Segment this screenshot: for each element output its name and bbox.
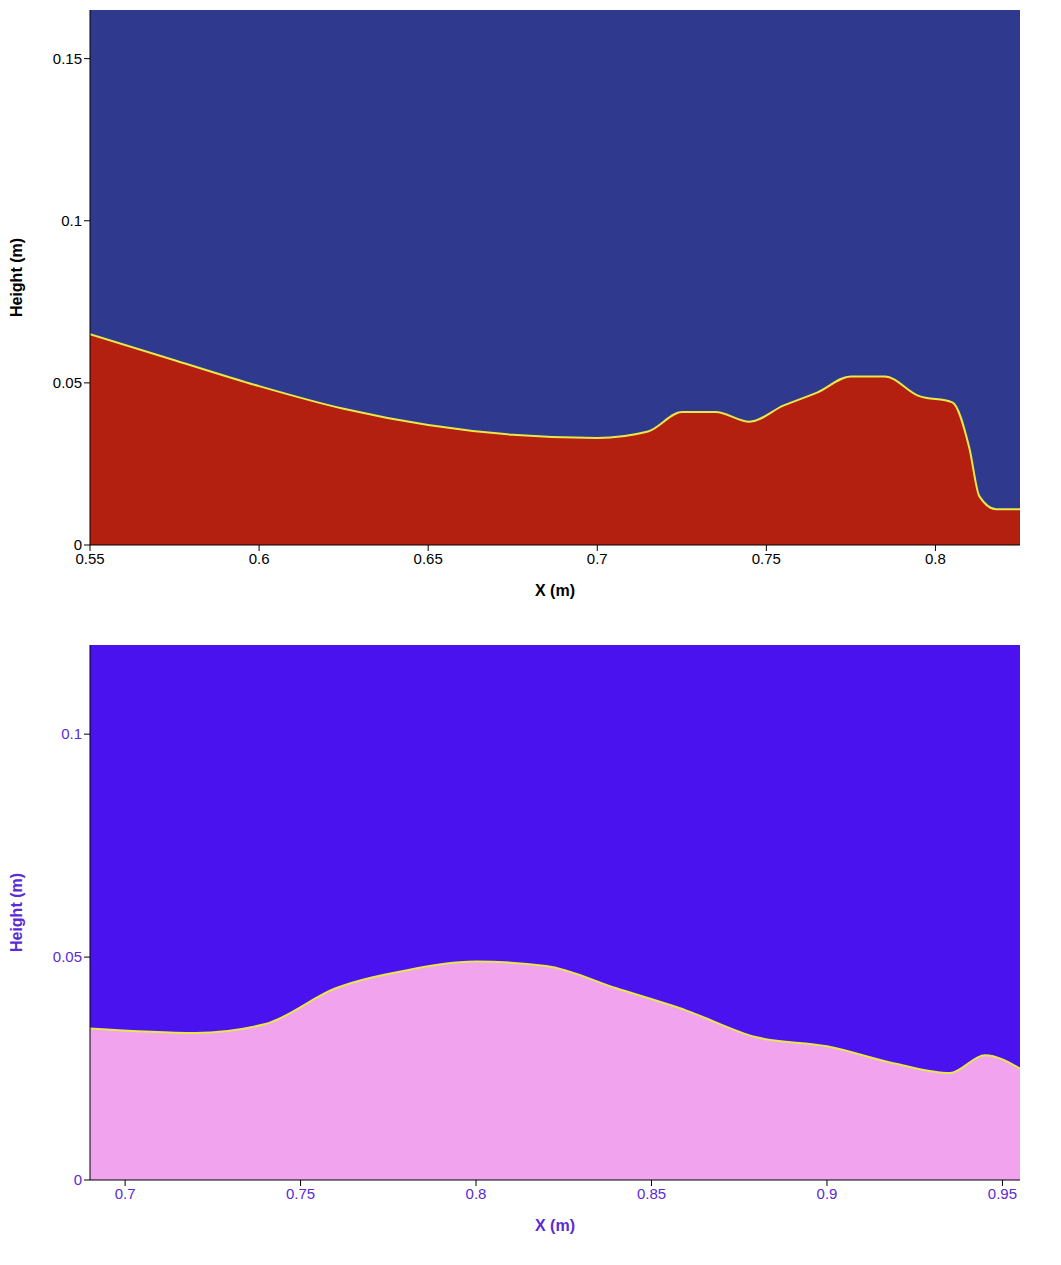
svg-text:0.85: 0.85 bbox=[637, 1185, 666, 1202]
svg-text:0.8: 0.8 bbox=[925, 550, 946, 567]
svg-text:0.6: 0.6 bbox=[249, 550, 270, 567]
svg-text:Height (m): Height (m) bbox=[8, 873, 25, 952]
svg-text:Height (m): Height (m) bbox=[8, 238, 25, 317]
svg-text:0.95: 0.95 bbox=[988, 1185, 1017, 1202]
svg-text:0.7: 0.7 bbox=[115, 1185, 136, 1202]
svg-text:0.75: 0.75 bbox=[286, 1185, 315, 1202]
svg-text:0: 0 bbox=[74, 1171, 82, 1188]
svg-text:X (m): X (m) bbox=[535, 1217, 575, 1234]
svg-text:0.55: 0.55 bbox=[75, 549, 105, 567]
svg-text:0.1: 0.1 bbox=[61, 725, 82, 742]
svg-text:0.65: 0.65 bbox=[414, 550, 443, 567]
svg-text:X (m): X (m) bbox=[535, 582, 575, 599]
svg-text:0.9: 0.9 bbox=[817, 1185, 838, 1202]
svg-text:0.8: 0.8 bbox=[466, 1185, 487, 1202]
svg-text:0.05: 0.05 bbox=[53, 948, 82, 965]
svg-text:0.7: 0.7 bbox=[587, 550, 608, 567]
svg-text:0.15: 0.15 bbox=[53, 50, 82, 67]
svg-text:0.05: 0.05 bbox=[53, 374, 82, 391]
svg-text:0.1: 0.1 bbox=[61, 212, 82, 229]
svg-text:0.75: 0.75 bbox=[752, 550, 781, 567]
svg-text:0: 0 bbox=[74, 536, 82, 553]
